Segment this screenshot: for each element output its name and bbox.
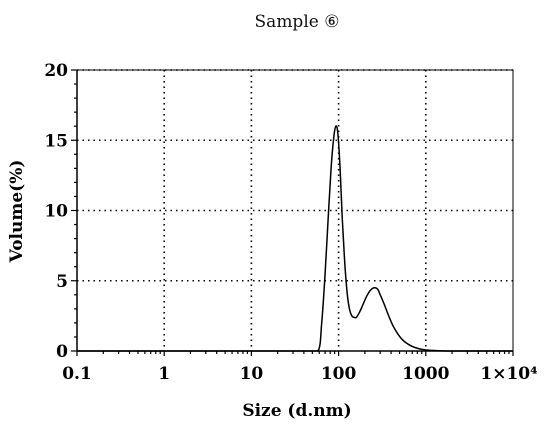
x-axis-label: Size (d.nm) (242, 401, 351, 421)
grid (77, 69, 513, 351)
axes (71, 69, 514, 356)
y-tick-label: 15 (44, 131, 68, 151)
x-tick-label: 0.1 (62, 364, 92, 384)
x-tick-label: 10 (240, 364, 264, 384)
y-axis-label: Volume(%) (7, 160, 27, 264)
y-tick-label: 0 (56, 342, 68, 362)
x-tick-label: 1×10⁴ (480, 364, 537, 384)
plot-frame (76, 69, 514, 352)
x-tick-label: 100 (321, 364, 357, 384)
y-tick-label: 20 (44, 61, 68, 81)
tick-labels: 0.1 1 10 100 1000 1×10⁴ 0 5 10 15 20 (44, 61, 537, 384)
y-tick-label: 5 (56, 272, 68, 292)
x-tick-label: 1 (158, 364, 170, 384)
x-tick-label: 1000 (402, 364, 449, 384)
y-tick-label: 10 (44, 202, 68, 222)
volume-distribution-line (76, 125, 513, 352)
series-layer (76, 125, 513, 352)
chart-title: Sample ⑥ (255, 12, 340, 32)
